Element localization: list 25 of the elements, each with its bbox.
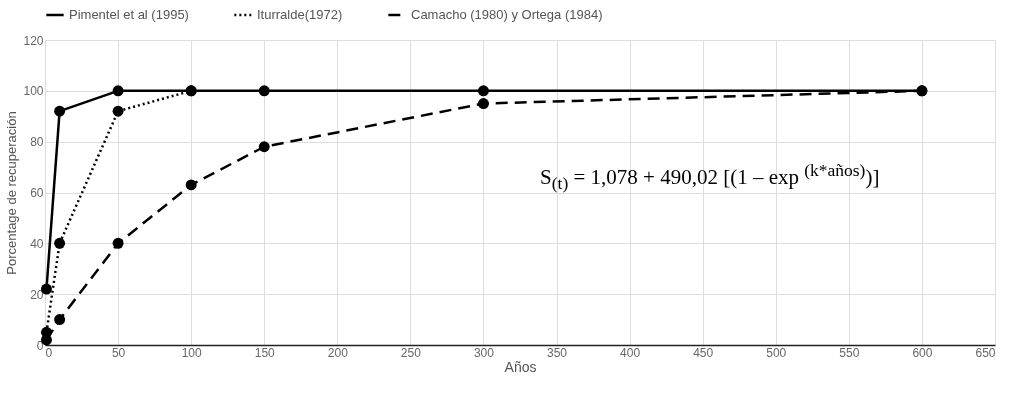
- x-tick-label: 200: [327, 345, 349, 360]
- legend-label: Iturralde(1972): [257, 7, 343, 22]
- legend-label: Camacho (1980) y Ortega (1984): [411, 7, 603, 22]
- annotation: S$_{(t)}$ = 1,078 + 490,02 [(1 – exp $^{(k*años)}$)]: [540, 160, 880, 195]
- legend-label: Pimentel et al (1995): [69, 7, 189, 22]
- x-tick-label: 300: [473, 345, 495, 360]
- x-tick-label: 50: [111, 345, 126, 360]
- y-axis-title: Porcentage de recuperación: [4, 111, 20, 275]
- y-tick-label: 20: [30, 287, 44, 302]
- y-tick-label: 120: [23, 33, 44, 48]
- x-axis-title: Años: [504, 358, 537, 375]
- y-tick-label: 60: [30, 186, 44, 200]
- y-tick-label: 100: [23, 84, 44, 99]
- y-tick-label: 40: [30, 236, 44, 251]
- x-tick-label: 250: [400, 345, 422, 360]
- x-tick-label: 600: [912, 345, 933, 360]
- x-tick-label: 650: [975, 345, 996, 360]
- x-tick-label: 450: [693, 345, 714, 360]
- x-tick-label: 550: [839, 345, 860, 360]
- y-tick-label: 80: [30, 135, 44, 150]
- x-tick-label: 150: [254, 345, 276, 360]
- x-tick-label: 400: [620, 345, 641, 360]
- x-tick-label: 500: [766, 345, 787, 360]
- x-tick-label: 350: [547, 345, 568, 360]
- x-tick-label: 100: [181, 345, 202, 360]
